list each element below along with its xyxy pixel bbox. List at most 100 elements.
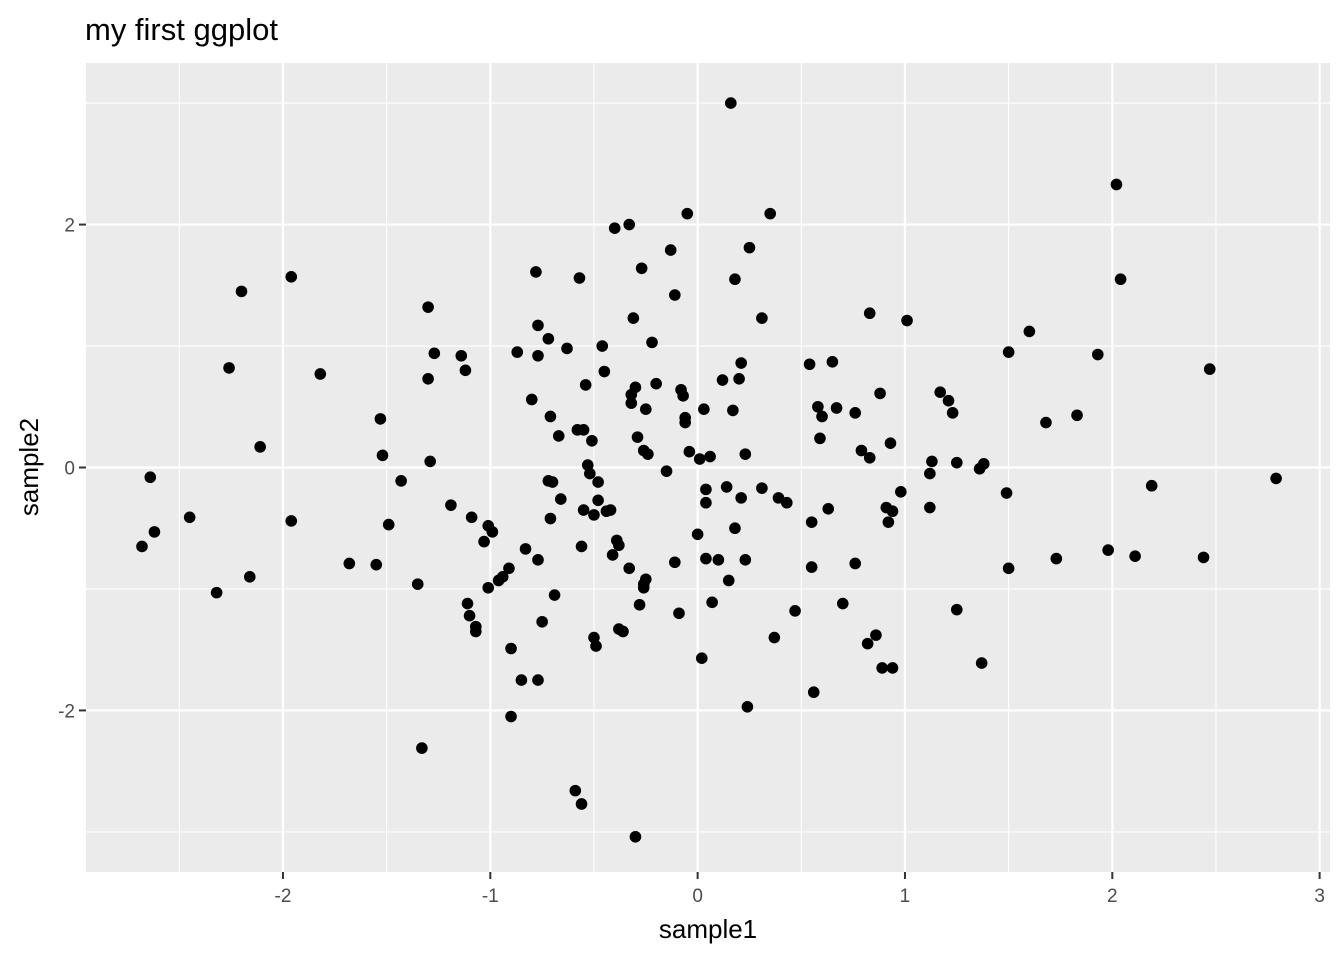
x-tick-label: 2 <box>1107 886 1118 907</box>
data-point <box>235 285 248 298</box>
x-tick-label: 1 <box>900 886 911 907</box>
data-point <box>613 539 625 552</box>
data-point <box>254 441 266 453</box>
data-point <box>561 342 573 355</box>
data-point <box>631 431 644 443</box>
data-point <box>681 207 694 220</box>
data-point <box>924 467 936 480</box>
data-point <box>951 603 963 616</box>
data-point <box>870 629 882 641</box>
data-point <box>725 97 737 109</box>
data-point <box>741 700 754 713</box>
data-point <box>934 386 947 398</box>
y-axis: -2 0 2 <box>58 216 86 722</box>
data-point <box>424 455 436 468</box>
data-point <box>861 637 874 650</box>
data-points <box>136 97 1282 843</box>
data-point <box>836 597 849 610</box>
grid-major <box>86 63 1330 872</box>
data-point <box>695 652 708 665</box>
data-point <box>849 407 862 419</box>
data-point <box>727 404 739 417</box>
chart-title: my first ggplot <box>85 12 278 47</box>
data-point <box>590 640 602 652</box>
data-point <box>1145 479 1158 492</box>
data-point <box>1091 348 1104 361</box>
data-point <box>505 642 517 655</box>
data-point <box>679 416 691 429</box>
data-point <box>223 362 235 374</box>
data-point <box>1002 346 1015 358</box>
data-point <box>646 336 658 349</box>
data-point <box>532 349 544 362</box>
data-point <box>673 607 685 620</box>
data-point <box>1050 552 1063 565</box>
data-point <box>608 222 621 235</box>
data-point <box>807 686 820 699</box>
data-point <box>677 390 689 402</box>
data-point <box>623 562 636 575</box>
data-point <box>627 312 640 324</box>
data-point <box>926 455 938 468</box>
data-point <box>144 471 157 484</box>
data-point <box>886 662 899 674</box>
data-point <box>816 410 828 423</box>
data-point <box>596 340 609 352</box>
data-point <box>314 368 327 380</box>
data-point <box>606 549 619 561</box>
data-point <box>579 379 592 391</box>
data-point <box>617 625 629 638</box>
data-point <box>577 424 590 436</box>
data-point <box>650 377 662 390</box>
data-point <box>183 511 196 524</box>
data-point <box>148 526 161 538</box>
data-point <box>901 314 913 327</box>
data-point <box>552 430 565 442</box>
data-point <box>863 307 876 320</box>
data-point <box>1114 273 1127 286</box>
data-point <box>623 218 636 231</box>
data-point <box>525 393 538 406</box>
data-point <box>505 710 517 723</box>
data-point <box>461 597 474 610</box>
data-point <box>1002 562 1015 575</box>
data-point <box>814 432 826 445</box>
data-point <box>756 482 768 494</box>
y-axis-title: sample2 <box>14 418 44 516</box>
data-point <box>660 465 673 477</box>
data-point <box>698 403 710 415</box>
data-point <box>764 207 776 220</box>
data-point <box>895 485 907 498</box>
data-point <box>530 266 542 278</box>
data-point <box>210 586 223 599</box>
data-point <box>586 434 598 447</box>
data-point <box>536 615 548 628</box>
data-point <box>548 589 561 601</box>
data-point <box>640 573 652 586</box>
data-point <box>633 598 646 611</box>
data-point <box>729 273 741 286</box>
data-point <box>544 512 557 525</box>
y-tick-label: -2 <box>58 701 75 722</box>
data-point <box>977 458 990 470</box>
data-point <box>519 543 532 555</box>
data-point <box>768 631 781 644</box>
data-point <box>735 357 747 369</box>
data-point <box>863 451 876 464</box>
data-point <box>544 410 557 423</box>
data-point <box>669 289 681 301</box>
x-tick-label: 3 <box>1314 886 1325 907</box>
data-point <box>1071 409 1083 422</box>
data-point <box>469 625 482 638</box>
data-point <box>422 373 434 385</box>
data-point <box>629 381 642 394</box>
data-point <box>465 511 478 524</box>
data-point <box>946 407 959 419</box>
y-tick-label: 2 <box>64 216 75 237</box>
data-point <box>642 448 654 460</box>
data-point <box>569 784 582 797</box>
data-point <box>542 332 555 345</box>
data-point <box>789 605 801 617</box>
x-axis: -2 -1 0 1 2 3 <box>275 872 1325 907</box>
